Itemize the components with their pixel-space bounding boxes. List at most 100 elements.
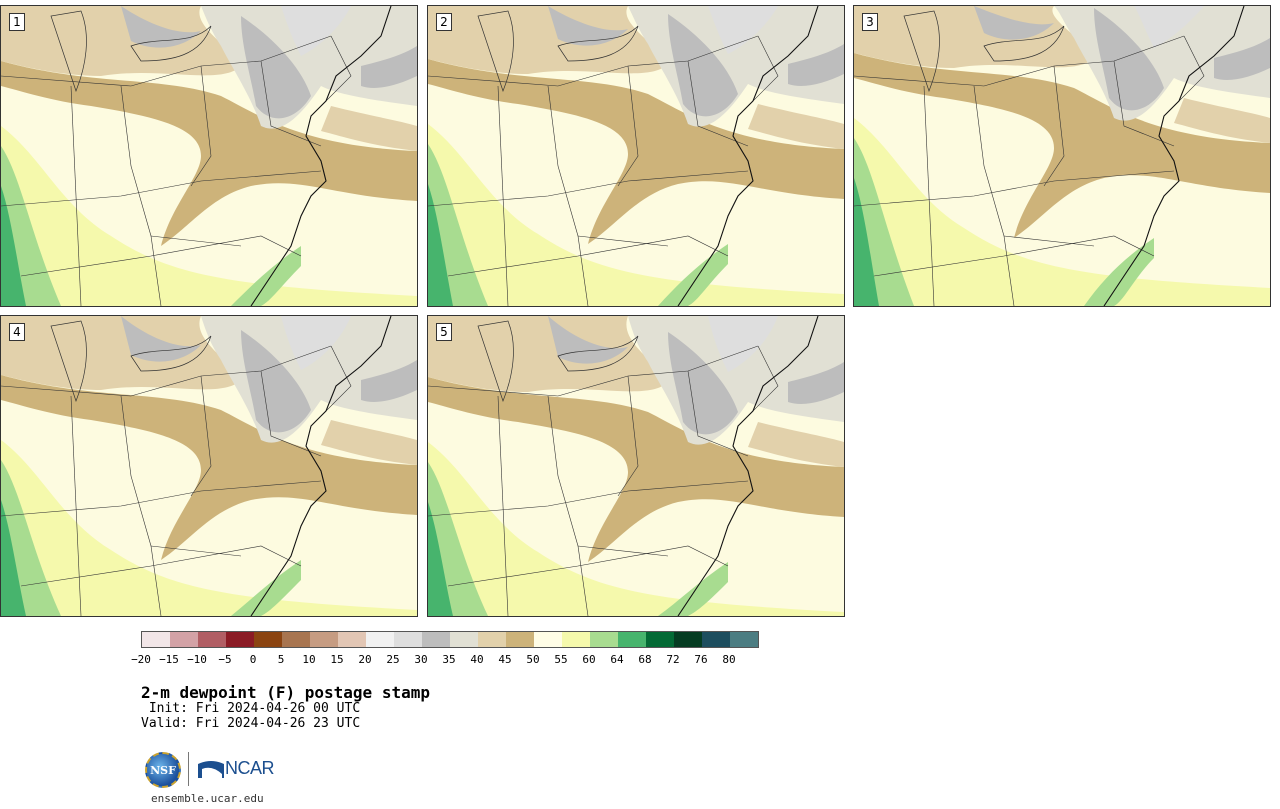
state-boundary	[617, 375, 639, 497]
state-boundary	[547, 85, 589, 306]
colorbar-swatch	[702, 632, 730, 647]
lake-erie-outline	[130, 335, 212, 372]
dewpoint-coastal-zone	[658, 244, 728, 306]
state-boundary	[190, 65, 212, 187]
dewpoint-map-1	[1, 6, 417, 306]
colorbar-tick-label: −10	[187, 653, 207, 666]
dewpoint-45-50-zone	[1, 61, 417, 246]
dewpoint-40-45-offshore	[748, 422, 844, 467]
dewpoint-40-45-zone	[428, 316, 668, 392]
colorbar-tick-label: 76	[694, 653, 708, 666]
state-boundary	[1, 170, 322, 207]
dewpoint-map-3	[854, 6, 1270, 306]
colorbar	[141, 631, 759, 648]
colorbar-tick-label: 45	[498, 653, 512, 666]
colorbar-swatch	[450, 632, 478, 647]
colorbar-tick-label: 25	[386, 653, 400, 666]
dewpoint-64-68-zone	[428, 184, 453, 306]
dewpoint-45-50-zone	[1, 375, 417, 560]
dewpoint-64-68-zone	[1, 500, 26, 616]
dewpoint-map-5	[428, 316, 844, 616]
colorbar-swatch	[730, 632, 758, 647]
colorbar-swatch	[674, 632, 702, 647]
dewpoint-coastal-zone	[658, 562, 728, 616]
colorbar-tick-label: 15	[330, 653, 344, 666]
dewpoint-40-45-offshore	[321, 420, 417, 465]
state-boundary	[497, 85, 509, 306]
colorbar-tick-label: 55	[554, 653, 568, 666]
state-boundary	[447, 235, 729, 277]
dewpoint-25-30-zone	[1134, 6, 1204, 48]
colorbar-tick-label: −20	[131, 653, 151, 666]
state-boundary	[617, 65, 639, 187]
dewpoint-45-50-zone	[854, 53, 1270, 238]
dewpoint-55-60-zone	[428, 442, 844, 616]
dewpoint-lakes-gray	[548, 316, 628, 364]
state-boundary	[547, 395, 589, 616]
dewpoint-30-35-zone	[241, 330, 311, 433]
map-panel-3: 3	[853, 5, 1271, 307]
ncar-logo: NCAR	[198, 758, 275, 779]
dewpoint-30-35-zone	[241, 16, 311, 119]
dewpoint-45-50-zone	[428, 59, 844, 244]
colorbar-tick-label: 20	[358, 653, 372, 666]
colorbar-swatch	[338, 632, 366, 647]
coastline	[677, 6, 819, 306]
dewpoint-map-2	[428, 6, 844, 306]
colorbar-swatch	[506, 632, 534, 647]
coastline	[250, 316, 392, 616]
dewpoint-map-4	[1, 316, 417, 616]
panel-number: 2	[436, 13, 452, 31]
state-boundary	[120, 85, 162, 306]
state-boundary	[1003, 235, 1095, 247]
panel-number: 3	[862, 13, 878, 31]
coastline	[250, 6, 392, 306]
colorbar-swatch	[534, 632, 562, 647]
colorbar-tick-label: 5	[277, 653, 285, 666]
state-boundary	[20, 545, 302, 587]
state-boundary	[687, 370, 749, 457]
colorbar-swatch	[254, 632, 282, 647]
logo-divider	[188, 752, 189, 786]
valid-time: Valid: Fri 2024-04-26 23 UTC	[141, 716, 361, 731]
dewpoint-25-30-zone	[708, 6, 778, 54]
dewpoint-offshore-gray	[788, 362, 844, 404]
state-boundary	[20, 235, 302, 277]
dewpoint-25-30-zone	[281, 316, 351, 370]
dewpoint-lakes-gray	[974, 6, 1054, 40]
state-boundary	[577, 545, 669, 557]
init-time: Init: Fri 2024-04-26 00 UTC	[141, 701, 361, 716]
colorbar-swatch	[198, 632, 226, 647]
colorbar-swatch	[226, 632, 254, 647]
colorbar-tick-label: 80	[722, 653, 736, 666]
colorbar-swatch	[366, 632, 394, 647]
dewpoint-lakes-gray	[548, 6, 628, 46]
state-boundary	[70, 85, 82, 306]
colorbar-ticks: −20 −15 −10 −5 0 5 10 15 20 25 30 35 40 45 50 55 60 64 68 7…	[131, 653, 761, 667]
colorbar-tick-label: 10	[302, 653, 316, 666]
dewpoint-40-45-offshore	[1174, 98, 1270, 143]
state-boundary	[1113, 60, 1175, 147]
colorbar-tick-label: 68	[638, 653, 652, 666]
colorbar-tick-label: 30	[414, 653, 428, 666]
colorbar-swatch	[170, 632, 198, 647]
nsf-logo-text: NSF	[150, 763, 176, 777]
state-boundary	[120, 395, 162, 616]
state-boundary	[923, 85, 935, 306]
state-boundary	[428, 480, 749, 517]
state-boundary	[1173, 35, 1205, 107]
colorbar-tick-label: 0	[249, 653, 257, 666]
panel-number: 1	[9, 13, 25, 31]
ncar-logo-text: NCAR	[225, 758, 275, 778]
colorbar-tick-label: 40	[470, 653, 484, 666]
site-url[interactable]: ensemble.ucar.edu	[151, 792, 264, 805]
colorbar-swatch	[478, 632, 506, 647]
dewpoint-55-60-zone	[1, 126, 417, 306]
nsf-logo: NSF	[145, 752, 181, 788]
dewpoint-64-68-zone	[428, 502, 453, 616]
state-boundary	[320, 345, 352, 417]
state-boundary	[747, 35, 779, 107]
dewpoint-40-45-zone	[1, 6, 241, 76]
coastline	[1103, 6, 1245, 306]
state-boundary	[447, 545, 729, 587]
